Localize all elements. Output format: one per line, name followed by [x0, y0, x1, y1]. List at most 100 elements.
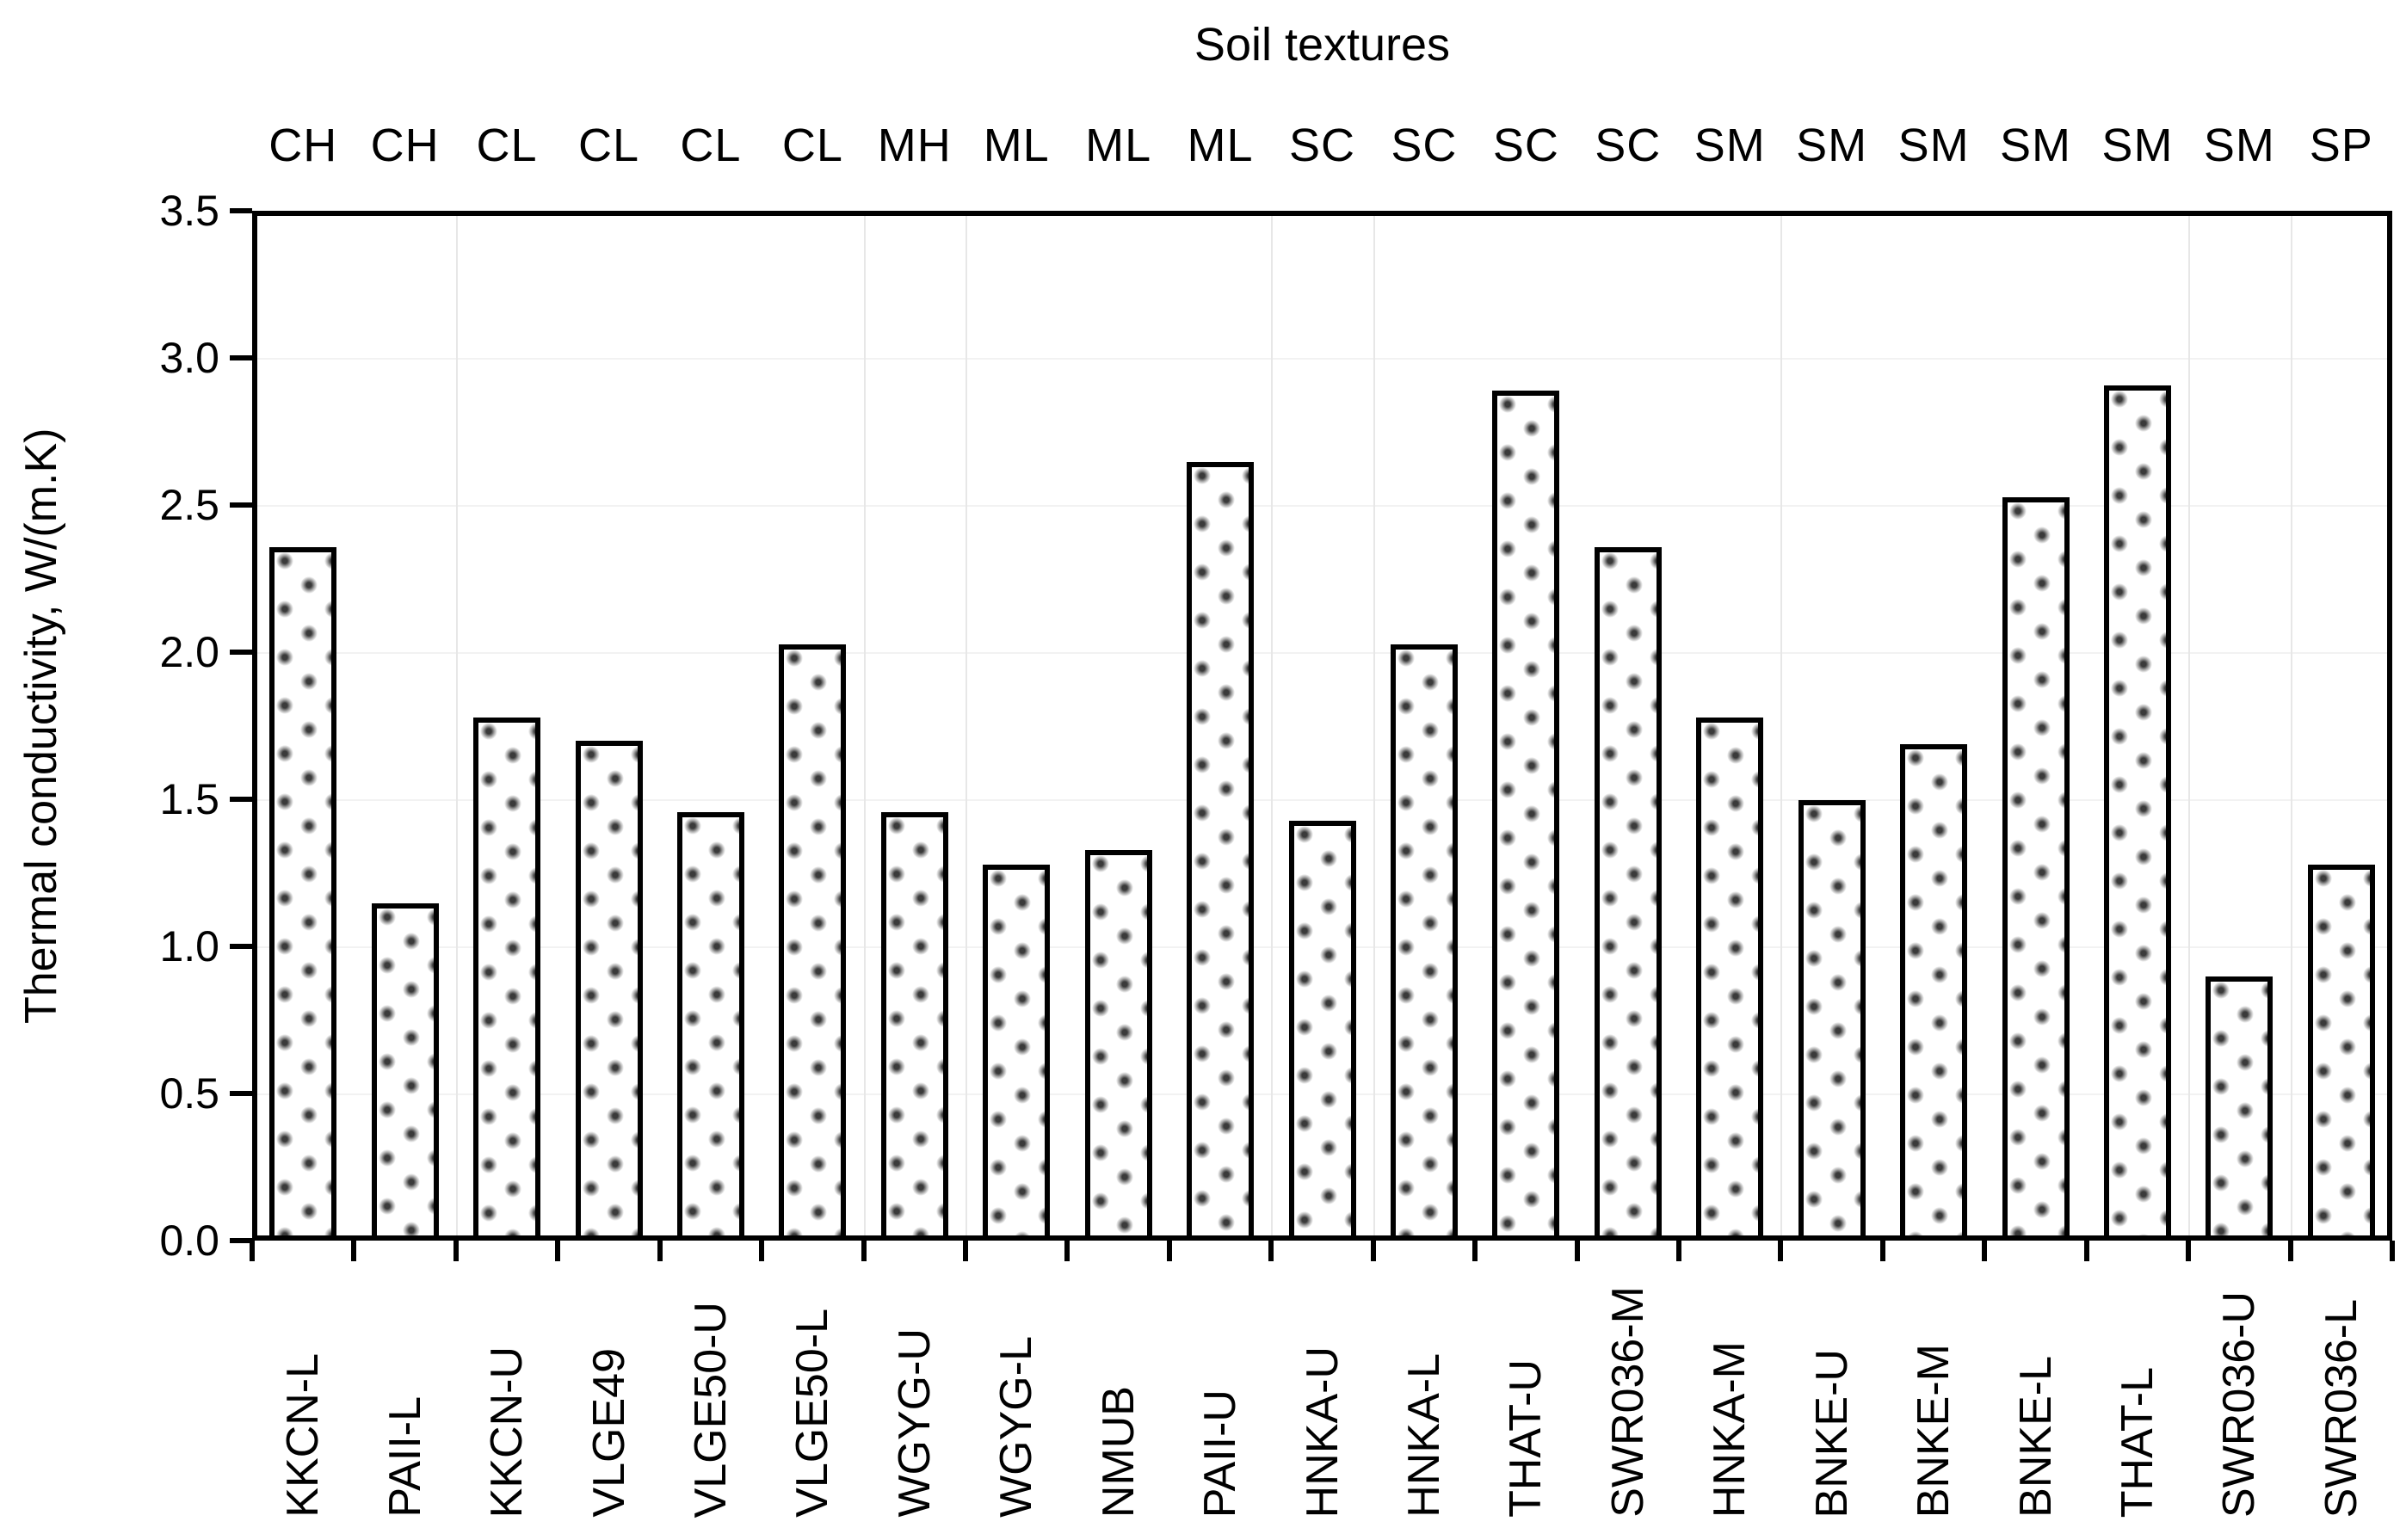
bar-PAII-U — [1187, 462, 1255, 1235]
texture-label-16: SM — [1897, 120, 1970, 171]
x-tick-mark — [1472, 1241, 1478, 1261]
bar-VLGE50-L — [779, 644, 847, 1235]
y-tick-mark — [230, 797, 252, 802]
x-tick-mark — [351, 1241, 357, 1261]
y-tick-mark — [230, 208, 252, 213]
y-tick-label: 2.5 — [159, 481, 219, 529]
category-label-NMUB: NMUB — [1093, 1385, 1144, 1518]
x-tick-mark — [2390, 1241, 2395, 1261]
category-label-KKCN-L: KKCN-L — [278, 1353, 329, 1518]
texture-label-15: SM — [1796, 120, 1868, 171]
y-tick-mark — [230, 502, 252, 508]
texture-label-10: SC — [1288, 120, 1355, 171]
x-tick-mark — [2287, 1241, 2293, 1261]
horizontal-gridline — [257, 505, 2387, 507]
y-tick-mark — [230, 944, 252, 949]
x-tick-mark — [1982, 1241, 1988, 1261]
y-tick-label: 3.5 — [159, 187, 219, 235]
y-tick-label: 2.0 — [159, 628, 219, 676]
x-tick-mark — [861, 1241, 867, 1261]
x-tick-mark — [1676, 1241, 1681, 1261]
bar-BNKE-M — [1900, 744, 1968, 1235]
bar-KKCN-L — [269, 547, 337, 1235]
y-tick-label: 1.5 — [159, 775, 219, 823]
x-tick-mark — [250, 1241, 255, 1261]
category-label-SWR036-L: SWR036-L — [2316, 1298, 2366, 1518]
category-label-VLGE49: VLGE49 — [583, 1348, 634, 1518]
category-label-THAT-U: THAT-U — [1501, 1359, 1552, 1518]
category-label-SWR036-M: SWR036-M — [1602, 1286, 1653, 1518]
texture-label-4: CL — [680, 120, 742, 171]
category-label-PAII-L: PAII-L — [379, 1396, 430, 1518]
texture-group-separator — [863, 216, 866, 1235]
texture-group-separator — [966, 216, 967, 1235]
x-tick-mark — [453, 1241, 459, 1261]
bar-VLGE50-U — [676, 812, 744, 1235]
bar-SWR036-U — [2206, 976, 2274, 1235]
y-tick-mark — [230, 1091, 252, 1096]
bar-BNKE-L — [2002, 497, 2070, 1235]
category-label-THAT-L: THAT-L — [2112, 1366, 2162, 1518]
y-tick-mark — [230, 650, 252, 655]
bar-SWR036-M — [1594, 547, 1662, 1235]
bar-WGYG-U — [880, 812, 948, 1235]
category-label-BNKE-L: BNKE-L — [2010, 1356, 2061, 1518]
texture-group-separator — [2290, 216, 2292, 1235]
category-label-WGYG-L: WGYG-L — [991, 1336, 1042, 1518]
category-label-BNKE-M: BNKE-M — [1909, 1343, 1959, 1518]
texture-label-0: CH — [268, 120, 338, 171]
x-tick-mark — [2186, 1241, 2192, 1261]
x-tick-mark — [759, 1241, 765, 1261]
category-label-HNKA-M: HNKA-M — [1705, 1340, 1755, 1518]
category-label-WGYG-U: WGYG-U — [889, 1328, 940, 1518]
texture-label-14: SM — [1694, 120, 1766, 171]
x-tick-mark — [555, 1241, 561, 1261]
texture-label-20: SP — [2309, 120, 2373, 171]
texture-group-separator — [1271, 216, 1274, 1235]
bar-BNKE-U — [1798, 800, 1866, 1235]
x-tick-mark — [1166, 1241, 1172, 1261]
y-tick-mark — [230, 1238, 252, 1243]
texture-group-separator — [2188, 216, 2191, 1235]
x-tick-mark — [1370, 1241, 1376, 1261]
texture-group-separator — [455, 216, 458, 1235]
bar-SWR036-L — [2307, 865, 2375, 1235]
texture-label-11: SC — [1391, 120, 1458, 171]
texture-label-9: ML — [1187, 120, 1254, 171]
y-tick-label: 1.0 — [159, 922, 219, 970]
texture-label-19: SM — [2203, 120, 2275, 171]
x-tick-mark — [1879, 1241, 1885, 1261]
bar-THAT-L — [2103, 385, 2171, 1235]
horizontal-gridline — [257, 799, 2387, 801]
category-label-BNKE-U: BNKE-U — [1806, 1348, 1857, 1518]
bar-KKCN-U — [473, 718, 541, 1235]
texture-label-3: CL — [577, 120, 640, 171]
bar-THAT-U — [1492, 391, 1560, 1235]
texture-label-1: CH — [370, 120, 440, 171]
bar-PAII-L — [371, 903, 439, 1235]
category-label-PAII-U: PAII-U — [1195, 1389, 1246, 1518]
x-tick-mark — [1064, 1241, 1070, 1261]
category-label-KKCN-U: KKCN-U — [482, 1346, 533, 1518]
x-tick-mark — [1268, 1241, 1274, 1261]
texture-label-2: CL — [476, 120, 538, 171]
x-tick-mark — [963, 1241, 968, 1261]
y-tick-label: 0.0 — [159, 1217, 219, 1265]
texture-label-13: SC — [1595, 120, 1662, 171]
bar-HNKA-L — [1390, 644, 1458, 1235]
x-tick-mark — [1574, 1241, 1580, 1261]
horizontal-gridline — [257, 358, 2387, 360]
texture-label-18: SM — [2101, 120, 2174, 171]
bar-HNKA-U — [1288, 821, 1356, 1235]
y-tick-mark — [230, 355, 252, 360]
bar-HNKA-M — [1696, 718, 1764, 1235]
texture-group-separator — [1373, 216, 1375, 1235]
y-tick-label: 0.5 — [159, 1069, 219, 1118]
bar-NMUB — [1084, 850, 1152, 1235]
texture-label-5: CL — [781, 120, 843, 171]
chart-title: Soil textures — [1194, 19, 1451, 71]
bar-WGYG-L — [983, 865, 1051, 1235]
bar-VLGE49 — [575, 741, 643, 1235]
category-label-HNKA-U: HNKA-U — [1297, 1346, 1348, 1518]
